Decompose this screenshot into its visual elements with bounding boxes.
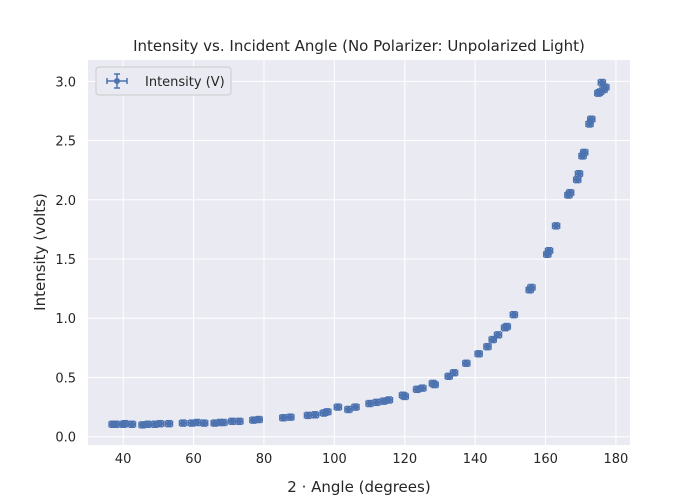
data-point [333, 403, 343, 411]
data-point [400, 392, 410, 401]
y-tick-label: 0.5 [55, 371, 76, 386]
data-point [474, 350, 483, 358]
data-point [310, 411, 320, 419]
plot-area [88, 60, 630, 445]
data-point [254, 415, 263, 424]
data-point [178, 419, 188, 427]
y-tick-label: 1.5 [55, 253, 76, 268]
y-tick-label: 1.0 [55, 312, 76, 327]
data-point [323, 408, 332, 416]
data-points [108, 78, 610, 429]
data-point [418, 384, 427, 392]
legend-marker [106, 73, 128, 89]
x-tick-label: 140 [463, 452, 488, 467]
data-point [235, 417, 244, 426]
x-tick-label: 40 [115, 452, 132, 467]
data-point [544, 247, 554, 255]
legend-box [95, 66, 232, 96]
data-point [493, 331, 503, 339]
x-tick-label: 120 [392, 452, 417, 467]
y-tick-label: 0.0 [55, 431, 76, 446]
data-point [228, 417, 237, 426]
data-point [502, 322, 512, 331]
x-tick-label: 180 [604, 452, 629, 467]
data-point [155, 419, 165, 428]
legend: Intensity (V) [95, 66, 232, 96]
data-point [219, 418, 228, 427]
x-tick-label: 60 [185, 452, 202, 467]
tick-labels: 40 60 80 100 120 140 160 180 0.0 0.5 1.0 1.5 2.0 2.5 3… [55, 75, 628, 467]
data-point [587, 115, 596, 123]
y-tick-label: 2.5 [55, 135, 76, 150]
data-point [344, 405, 353, 414]
x-axis-label: 2 · Angle (degrees) [287, 478, 430, 496]
x-tick-label: 160 [533, 452, 558, 467]
y-axis-label: Intensity (volts) [31, 193, 49, 311]
data-point [351, 403, 360, 411]
data-point [601, 83, 610, 91]
data-point [199, 419, 209, 427]
data-point [509, 310, 519, 319]
x-tick-label: 80 [256, 452, 273, 467]
data-point [551, 222, 561, 230]
data-point [164, 419, 174, 428]
y-tick-label: 3.0 [55, 75, 76, 90]
data-point [565, 188, 575, 197]
data-point [365, 399, 374, 408]
x-tick-label: 100 [322, 452, 347, 467]
legend-label: Intensity (V) [145, 75, 225, 90]
data-point [286, 413, 295, 421]
data-point [127, 420, 137, 428]
data-point [449, 369, 459, 377]
data-point [579, 148, 589, 157]
y-tick-label: 2.0 [55, 194, 76, 209]
data-point [462, 359, 471, 367]
data-point [430, 380, 439, 389]
chart-title: Intensity vs. Incident Angle (No Polariz… [133, 37, 585, 55]
data-point [574, 170, 584, 178]
data-point [483, 342, 492, 351]
data-point [384, 396, 394, 404]
data-point [527, 283, 536, 292]
data-point [372, 398, 381, 407]
